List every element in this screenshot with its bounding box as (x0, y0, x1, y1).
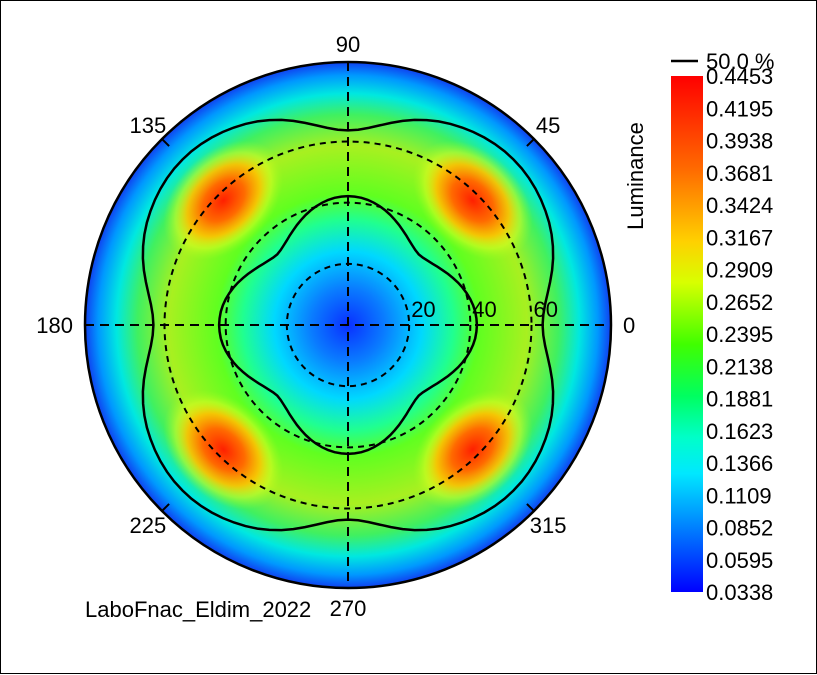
hotspot-315 (412, 389, 533, 510)
colorbar-quantity-label: Luminance (623, 122, 648, 230)
rim-tick-315 (526, 503, 535, 512)
colorbar-tick-label: 0.2395 (706, 322, 773, 347)
colorbar-tick-label: 0.0852 (706, 516, 773, 541)
angle-label-45: 45 (536, 113, 560, 138)
colorbar-tick-label: 0.4453 (706, 64, 773, 89)
hotspot-45 (412, 140, 533, 261)
chart-caption: LaboFnac_Eldim_2022 (85, 597, 312, 622)
colorbar-tick-label: 0.3424 (706, 193, 773, 218)
colorbar-tick-label: 0.3681 (706, 161, 773, 186)
angle-labels: 90 45 0 315 270 225 180 135 (36, 32, 635, 621)
radius-labels: 20 40 60 (411, 297, 558, 322)
angle-label-180: 180 (36, 313, 73, 338)
radius-label-60: 60 (534, 297, 558, 322)
hotspot-225 (163, 389, 284, 510)
colorbar-tick-label: 0.1109 (706, 483, 772, 508)
radius-label-20: 20 (411, 297, 435, 322)
angle-label-225: 225 (130, 513, 167, 538)
polar-grid (85, 62, 611, 588)
colorbar-tick-label: 0.2138 (706, 354, 773, 379)
contour-legend-label: 50.0 % (706, 49, 775, 74)
hotspot-135 (163, 140, 284, 261)
colorbar-tick-label: 0.1881 (706, 387, 773, 412)
angle-label-0: 0 (623, 313, 635, 338)
radius-label-40: 40 (472, 297, 496, 322)
colorbar-tick-label: 0.2652 (706, 290, 773, 315)
colorbar-tick-label: 0.1366 (706, 451, 773, 476)
rim-tick-135 (161, 138, 170, 147)
rim-tick-45 (526, 138, 535, 147)
colorbar-tick-label: 0.3167 (706, 225, 773, 250)
colorbar-tick-label: 0.4195 (706, 96, 773, 121)
angle-label-90: 90 (336, 32, 360, 57)
colorbar-gradient (671, 76, 703, 592)
colorbar-ticks: 0.4453 0.4195 0.3938 0.3681 0.3424 0.3167 0.29… (706, 64, 773, 605)
rim-tick-225 (161, 503, 170, 512)
colorbar: 50.0 % Luminance 0.4453 0.4195 0.3938 0.368… (623, 49, 775, 605)
outer-ring (83, 60, 613, 590)
colorbar-tick-label: 0.0338 (706, 580, 773, 605)
angle-label-135: 135 (130, 113, 167, 138)
colorbar-tick-label: 0.2909 (706, 258, 773, 283)
angle-label-315: 315 (530, 513, 567, 538)
contour-inner (217, 194, 479, 456)
colorbar-tick-label: 0.0595 (706, 548, 773, 573)
colorbar-tick-label: 0.1623 (706, 419, 773, 444)
angle-label-270: 270 (330, 596, 367, 621)
colorbar-tick-label: 0.3938 (706, 129, 773, 154)
